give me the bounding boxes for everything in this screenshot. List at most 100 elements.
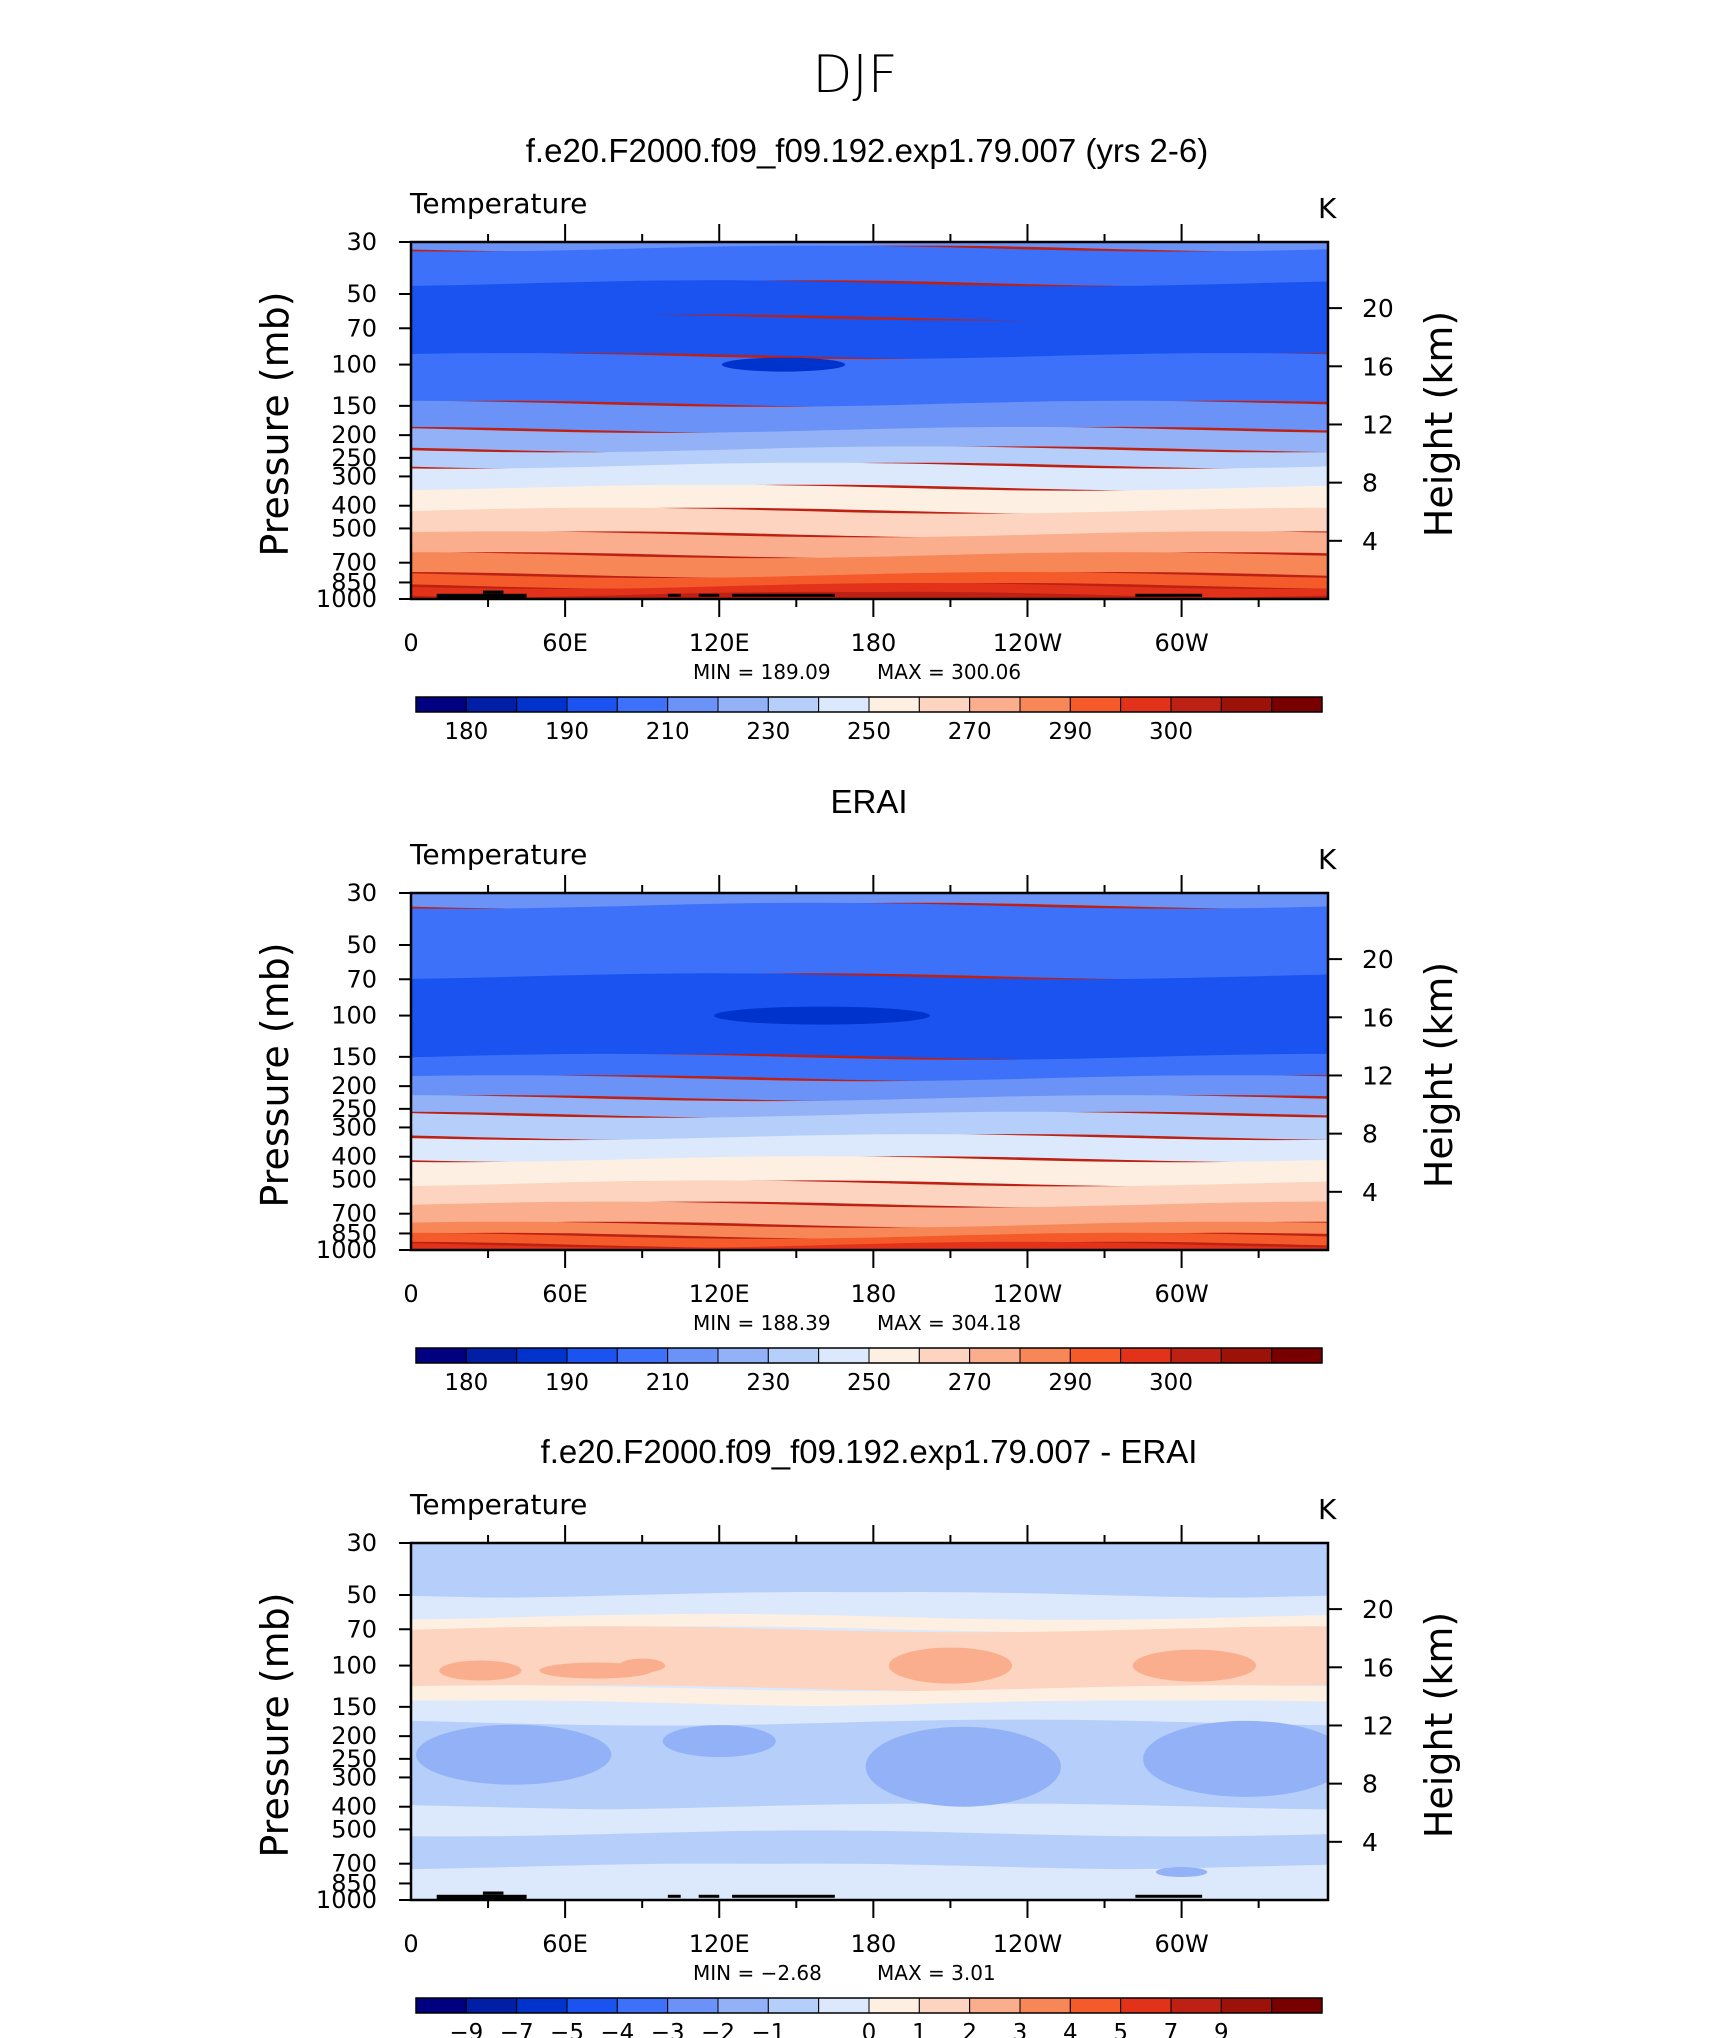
- contour-band: [411, 1134, 1328, 1163]
- contour-band: [411, 1803, 1328, 1837]
- contour-band: [411, 1156, 1328, 1187]
- colorbar-swatch: [516, 1347, 568, 1364]
- y-tick-label: 850: [331, 568, 377, 596]
- y-tick-label: 30: [346, 1529, 377, 1557]
- y-tick-label: 250: [331, 444, 377, 472]
- colorbar-swatch: [969, 1347, 1021, 1364]
- colorbar-label: −1: [751, 2020, 785, 2038]
- colorbar-swatch: [1220, 1347, 1273, 1364]
- contour-blob: [1155, 1867, 1208, 1878]
- y-tick-label: 850: [331, 1219, 377, 1247]
- height-tick-label: 16: [1362, 1003, 1394, 1032]
- colorbar-swatch: [465, 696, 518, 713]
- contour-band: [411, 426, 1328, 453]
- colorbar-swatch: [667, 696, 719, 713]
- colorbar-swatch: [415, 1997, 467, 2014]
- x-tick-label: 60E: [542, 629, 588, 657]
- contour-band: [411, 572, 1328, 589]
- y-tick-label: 70: [346, 965, 377, 993]
- contour-blob: [1143, 1720, 1328, 1797]
- x-tick-label: 180: [850, 629, 896, 657]
- y-tick-label: 300: [331, 1113, 377, 1141]
- colorbar-label: 210: [646, 1370, 690, 1396]
- colorbar: 180 190 210 230 250 270 290 300: [415, 696, 1323, 745]
- panel-erai: ERAI Temperature K Pressure (mb) Height …: [253, 783, 1461, 1396]
- colorbar-swatch: [868, 696, 920, 713]
- colorbar-label: −2: [701, 2020, 735, 2038]
- y-tick-label: 50: [346, 931, 377, 959]
- colorbar-swatch: [465, 1997, 518, 2014]
- topography-mask: [667, 593, 681, 597]
- colorbar-label: 290: [1048, 1370, 1092, 1396]
- y-tick-label: 700: [331, 1850, 377, 1878]
- panel-difference: f.e20.F2000.f09_f09.192.exp1.79.007 - ER…: [253, 1433, 1461, 2038]
- colorbar-swatch: [1170, 696, 1222, 713]
- topography-mask: [732, 1894, 835, 1898]
- panel-title: ERAI: [830, 783, 907, 820]
- topography-mask: [482, 1891, 504, 1895]
- colorbar-swatch: [918, 1997, 971, 2014]
- x-tick-label: 120E: [689, 629, 750, 657]
- colorbar-swatch: [415, 1347, 467, 1364]
- colorbar-swatch: [566, 1347, 618, 1364]
- x-tick-label: 0: [403, 1930, 418, 1958]
- contour-band: [411, 1613, 1328, 1633]
- contour-band: [411, 1830, 1328, 1870]
- colorbar-label: 180: [444, 1370, 488, 1396]
- colorbar-label: 190: [545, 1370, 589, 1396]
- height-tick-label: 12: [1362, 1711, 1394, 1740]
- contour-band: [411, 1201, 1328, 1228]
- colorbar-swatch: [616, 1997, 669, 2014]
- colorbar-label: 3: [1013, 2020, 1028, 2038]
- height-tick-label: 12: [1362, 1061, 1394, 1090]
- y-tick-label: 300: [331, 1763, 377, 1791]
- contour-blob: [1132, 1649, 1257, 1682]
- colorbar-swatch: [1170, 1347, 1222, 1364]
- plot-frame: [409, 240, 1330, 601]
- contour-band: [411, 902, 1328, 980]
- colorbar-label: 2: [962, 2020, 977, 2038]
- y-axis-label: Pressure (mb): [253, 1592, 297, 1857]
- colorbar-swatch: [1271, 1997, 1323, 2014]
- height-tick-label: 8: [1362, 1120, 1378, 1149]
- contour-band: [411, 353, 1328, 407]
- topography-mask: [482, 590, 504, 594]
- colorbar-swatch: [969, 1997, 1021, 2014]
- variable-label: Temperature: [409, 838, 587, 871]
- y-tick-label: 1000: [316, 585, 377, 613]
- contour-blob: [416, 1724, 612, 1785]
- y-tick-label: 50: [346, 1581, 377, 1609]
- y-axis-label: Pressure (mb): [253, 291, 297, 556]
- colorbar-swatch: [818, 1347, 870, 1364]
- y-tick-label: 1000: [316, 1236, 377, 1264]
- height-tick-label: 16: [1362, 1653, 1394, 1682]
- panel-title: f.e20.F2000.f09_f09.192.exp1.79.007 (yrs…: [526, 132, 1208, 169]
- topography-mask: [667, 1894, 681, 1898]
- y-axis-right-label: Height (km): [1417, 1612, 1461, 1838]
- colorbar: −9 −7 −5 −4 −3 −2 −1 0 1 2 3 4 5 7 9: [415, 1997, 1323, 2038]
- topography-mask: [436, 593, 527, 599]
- colorbar-label: 230: [746, 719, 790, 745]
- colorbar-swatch: [1019, 1347, 1071, 1364]
- y-tick-label: 200: [331, 1072, 377, 1100]
- colorbar-swatch: [868, 1997, 920, 2014]
- max-label: MAX = 300.06: [877, 660, 1021, 684]
- contour-band: [411, 552, 1328, 578]
- colorbar: 180 190 210 230 250 270 290 300: [415, 1347, 1323, 1396]
- x-tick-label: 0: [403, 629, 418, 657]
- colorbar-label: −5: [550, 2020, 584, 2038]
- contour-band: [411, 484, 1328, 514]
- contour-band: [411, 1111, 1328, 1141]
- y-tick-label: 1000: [316, 1886, 377, 1914]
- colorbar-swatch: [667, 1997, 719, 2014]
- colorbar-swatch: [918, 1347, 971, 1364]
- colorbar-swatch: [1170, 1997, 1222, 2014]
- panel-model: f.e20.F2000.f09_f09.192.exp1.79.007 (yrs…: [253, 132, 1461, 745]
- colorbar-swatch: [1271, 1347, 1323, 1364]
- height-tick-label: 20: [1362, 1595, 1394, 1624]
- y-tick-label: 300: [331, 462, 377, 490]
- y-tick-label: 100: [331, 351, 377, 379]
- plot-frame: [409, 1541, 1330, 1902]
- colorbar-swatch: [1220, 696, 1273, 713]
